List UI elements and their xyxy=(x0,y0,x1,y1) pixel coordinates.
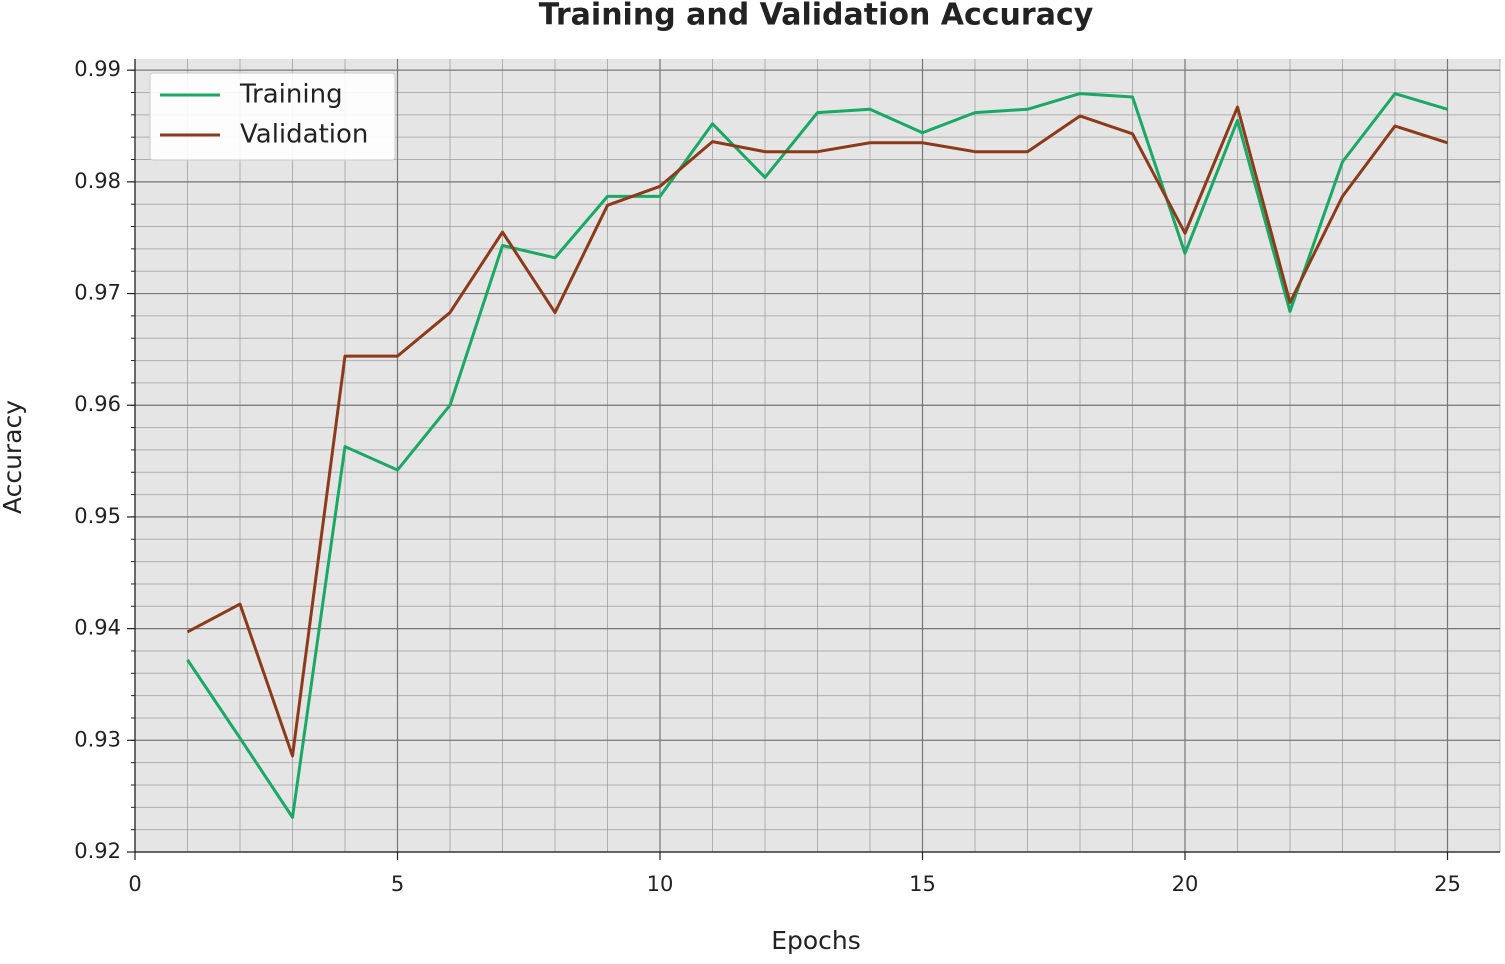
legend-label: Validation xyxy=(240,120,368,150)
y-tick-label: 0.97 xyxy=(74,281,121,305)
y-tick-label: 0.92 xyxy=(74,839,121,863)
y-tick-label: 0.96 xyxy=(74,392,121,416)
x-tick-label: 0 xyxy=(128,872,141,896)
y-axis-label: Accuracy xyxy=(0,400,27,514)
data-line xyxy=(186,105,1448,758)
x-tick-label: 20 xyxy=(1172,872,1199,896)
x-tick-label: 5 xyxy=(391,872,404,896)
y-tick-label: 0.94 xyxy=(74,616,121,640)
chart-title: Training and Validation Accuracy xyxy=(539,0,1094,33)
x-tick-label: 15 xyxy=(909,872,936,896)
y-tick-label: 0.99 xyxy=(74,57,121,81)
legend-label: Training xyxy=(239,80,343,110)
x-tick-label: 10 xyxy=(647,872,674,896)
y-tick-label: 0.98 xyxy=(74,169,121,193)
y-tick-label: 0.95 xyxy=(74,504,121,528)
data-line xyxy=(186,92,1448,819)
x-tick-label: 25 xyxy=(1434,872,1461,896)
y-tick-label: 0.93 xyxy=(74,727,121,751)
x-axis-label: Epochs xyxy=(771,926,861,955)
